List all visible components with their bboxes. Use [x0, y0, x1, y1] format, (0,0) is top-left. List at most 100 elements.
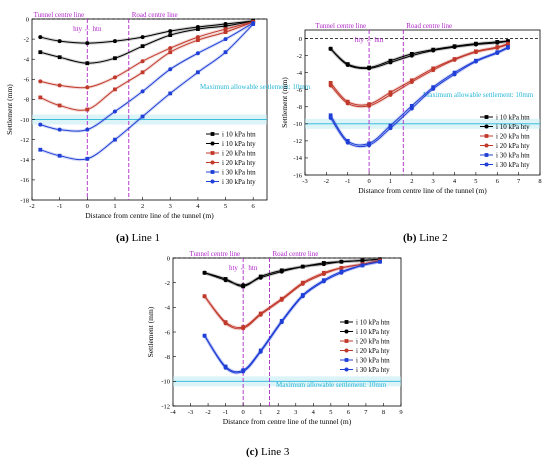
data-point: [38, 50, 43, 55]
series-line: [330, 43, 509, 106]
data-point: [168, 46, 173, 51]
data-point: [409, 106, 414, 111]
legend-label: i 30 kPa htn: [356, 356, 390, 364]
data-point: [431, 48, 436, 53]
series-line: [330, 44, 509, 108]
data-point: [345, 101, 350, 106]
x-tick-label: 6: [496, 178, 500, 185]
y-tick-label: -12: [20, 137, 29, 144]
legend-label: i 20 kPa htn: [496, 132, 530, 140]
plot-frame: [304, 29, 541, 176]
data-point: [328, 83, 333, 88]
legend-marker: [344, 329, 349, 334]
legend-label: i 30 kPa hty: [496, 161, 530, 169]
data-point: [113, 87, 117, 92]
legend-marker: [344, 367, 349, 372]
x-tick-label: 4: [196, 203, 200, 210]
legend-marker: [210, 141, 215, 146]
data-point: [328, 46, 333, 51]
legend-label: i 10 kPa hty: [356, 328, 390, 336]
data-point: [113, 137, 117, 142]
data-point: [195, 38, 200, 43]
y-tick-label: -8: [165, 354, 170, 361]
y-tick-label: -16: [293, 172, 302, 179]
panel-line-1: -2 -1 0 1 2 3 4 5 60-2-4-6-8-10-12-14-16-18Dista…: [5, 11, 311, 220]
data-point: [85, 61, 90, 66]
caption-a-label: (a): [116, 232, 129, 244]
y-tick-label: -2: [165, 280, 170, 287]
x-tick-label: 2: [277, 409, 280, 416]
x-tick-label: 5: [224, 203, 227, 210]
data-point: [223, 321, 228, 326]
caption-c: (c) Line 3: [246, 446, 290, 458]
data-point: [452, 45, 457, 50]
data-point: [85, 156, 90, 161]
data-point: [388, 92, 393, 97]
x-tick-label: -2: [205, 409, 210, 416]
data-point: [168, 29, 173, 34]
data-point: [223, 37, 228, 42]
x-tick-label: 3: [432, 178, 435, 185]
data-point: [38, 35, 43, 40]
data-point: [321, 279, 326, 284]
y-tick-label: -18: [20, 197, 29, 204]
data-point: [202, 333, 207, 338]
data-point: [223, 24, 228, 28]
road-centre-annotation: Road centre line: [272, 250, 318, 258]
x-tick-label: 2: [410, 178, 413, 185]
data-point: [328, 113, 333, 118]
legend-label: i 20 kPa htn: [222, 149, 256, 157]
x-tick-label: 1: [389, 178, 392, 185]
data-point: [202, 294, 207, 299]
caption-b: (b) Line 2: [403, 232, 448, 244]
data-point: [452, 72, 457, 77]
data-point: [300, 264, 305, 269]
data-point: [195, 51, 200, 56]
data-point: [388, 60, 393, 65]
x-tick-label: 8: [382, 409, 385, 416]
data-point: [388, 126, 393, 131]
legend-marker: [484, 134, 489, 138]
x-tick-label: 1: [113, 203, 116, 210]
data-point: [367, 66, 372, 71]
legend-label: i 20 kPa hty: [356, 347, 390, 355]
legend-label: i 30 kPa hty: [356, 366, 390, 374]
data-point: [195, 27, 200, 31]
data-point: [409, 80, 414, 85]
legend-marker: [484, 143, 489, 148]
x-tick-label: 3: [294, 409, 297, 416]
legend-label: i 10 kPa hty: [496, 123, 530, 131]
data-point: [85, 85, 90, 90]
data-point: [223, 30, 228, 34]
data-point: [223, 27, 228, 32]
legend-label: i 10 kPa hty: [222, 140, 256, 148]
data-point: [140, 70, 145, 75]
series-glow: [329, 39, 509, 71]
data-point: [367, 143, 372, 148]
data-point: [168, 50, 173, 55]
data-point: [279, 320, 284, 325]
data-point: [505, 45, 510, 50]
x-tick-label: 6: [347, 409, 351, 416]
data-point: [241, 326, 246, 331]
data-point: [140, 89, 145, 94]
series-glow: [203, 260, 381, 375]
caption-a-text: Line 1: [129, 232, 160, 244]
x-tick-label: 5: [329, 409, 332, 416]
data-point: [241, 369, 246, 374]
data-point: [328, 80, 333, 85]
legend-label: i 10 kPa htn: [496, 113, 530, 121]
data-point: [140, 35, 145, 40]
x-tick-label: 7: [517, 178, 521, 185]
legend-label: i 20 kPa hty: [222, 159, 256, 167]
y-tick-label: -6: [165, 329, 171, 336]
road-centre-annotation: Road centre line: [132, 11, 178, 19]
legend-marker: [210, 179, 215, 184]
data-point: [452, 57, 457, 62]
data-point: [223, 22, 228, 27]
data-point: [38, 95, 43, 100]
y-tick-label: 0: [167, 255, 170, 262]
data-point: [279, 297, 284, 302]
data-point: [202, 270, 207, 275]
data-point: [223, 365, 228, 370]
